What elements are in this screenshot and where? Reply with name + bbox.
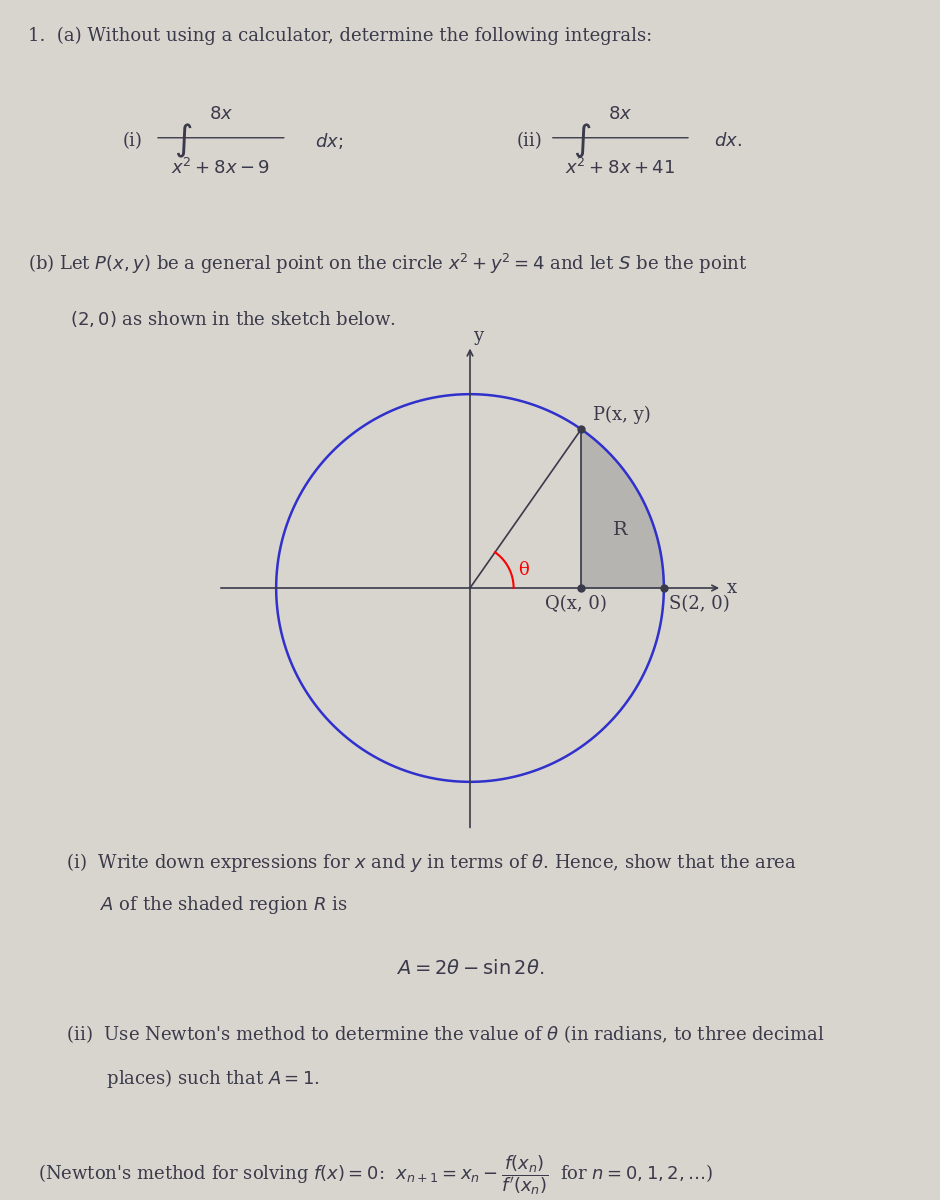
Text: $8x$: $8x$ [608, 106, 633, 124]
Text: (b) Let $P(x, y)$ be a general point on the circle $x^2 + y^2 = 4$ and let $S$ b: (b) Let $P(x, y)$ be a general point on … [28, 252, 748, 276]
Text: (ii): (ii) [517, 132, 542, 150]
Text: $\int$: $\int$ [573, 122, 592, 160]
Text: $dx$;: $dx$; [315, 131, 343, 151]
Text: (ii)  Use Newton's method to determine the value of $\theta$ (in radians, to thr: (ii) Use Newton's method to determine th… [38, 1024, 824, 1045]
Text: P(x, y): P(x, y) [593, 406, 650, 425]
Text: R: R [613, 521, 628, 539]
Text: y: y [473, 326, 483, 344]
Text: $\int$: $\int$ [174, 122, 193, 160]
Text: $dx$.: $dx$. [714, 132, 743, 150]
Text: (i)  Write down expressions for $x$ and $y$ in terms of $\theta$. Hence, show th: (i) Write down expressions for $x$ and $… [38, 851, 796, 874]
Text: $A$ of the shaded region $R$ is: $A$ of the shaded region $R$ is [38, 894, 347, 916]
Text: $x^2 + 8x + 41$: $x^2 + 8x + 41$ [566, 158, 675, 178]
Text: S(2, 0): S(2, 0) [668, 595, 729, 613]
Text: $A = 2\theta - \sin 2\theta.$: $A = 2\theta - \sin 2\theta.$ [396, 959, 544, 978]
Text: $(2, 0)$ as shown in the sketch below.: $(2, 0)$ as shown in the sketch below. [70, 310, 397, 329]
Text: Q(x, 0): Q(x, 0) [545, 595, 607, 613]
Text: (i): (i) [122, 132, 142, 150]
Polygon shape [581, 430, 664, 588]
Text: 1.  (a) Without using a calculator, determine the following integrals:: 1. (a) Without using a calculator, deter… [28, 26, 652, 46]
Text: $x^2 + 8x - 9$: $x^2 + 8x - 9$ [171, 158, 271, 178]
Text: x: x [727, 578, 737, 596]
Text: $8x$: $8x$ [209, 106, 233, 124]
Text: (Newton's method for solving $f(x) = 0$:  $x_{n+1} = x_n - \dfrac{f(x_n)}{f'(x_n: (Newton's method for solving $f(x) = 0$:… [38, 1153, 713, 1196]
Text: θ: θ [518, 562, 528, 580]
Text: places) such that $A = 1$.: places) such that $A = 1$. [38, 1067, 320, 1090]
